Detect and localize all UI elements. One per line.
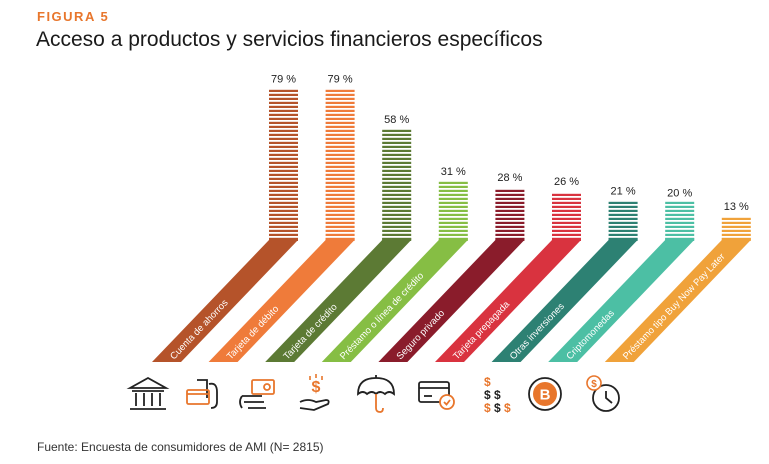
ribbon-1 — [208, 240, 355, 362]
svg-text:$: $ — [312, 379, 321, 396]
ribbon-7 — [548, 240, 695, 362]
ribbon-8 — [604, 240, 751, 362]
ribbon-6 — [491, 240, 638, 362]
value-label-5: 26 % — [554, 176, 579, 188]
ribbon-0 — [152, 240, 298, 362]
bar-0 — [269, 89, 298, 241]
value-label-3: 31 % — [441, 166, 466, 178]
bnpl-clock-icon: $ — [586, 375, 620, 412]
ribbon-4 — [378, 240, 525, 362]
value-label-0: 79 % — [271, 74, 296, 86]
bar-3 — [438, 181, 468, 241]
svg-text:B: B — [540, 387, 551, 404]
bar-5 — [552, 193, 581, 241]
value-label-layer: 79 % 79 % 58 % 31 % 28 % 26 % 21 % 20 % 13 % — [271, 74, 749, 213]
svg-text:$: $ — [484, 388, 491, 402]
value-label-1: 79 % — [328, 74, 353, 86]
bar-6 — [608, 201, 638, 241]
svg-text:$: $ — [504, 401, 511, 415]
value-label-7: 20 % — [667, 187, 692, 199]
bar-2 — [382, 129, 412, 241]
chart-title: Acceso a productos y servicios financier… — [36, 28, 543, 51]
category-label-8: Préstamo tipo Buy Now Pay Later — [621, 251, 727, 362]
credit-card-icon — [239, 379, 275, 409]
source-note: Fuente: Encuesta de consumidores de AMI … — [37, 440, 324, 454]
bar-1 — [325, 89, 355, 241]
svg-text:$: $ — [484, 401, 491, 415]
bar-layer — [269, 89, 751, 241]
category-label-7: Criptomonedas — [564, 308, 617, 362]
svg-text:$: $ — [484, 375, 491, 389]
icon-row: $ $ $ — [126, 374, 620, 415]
prepaid-card-icon — [418, 381, 455, 410]
bank-icon — [126, 376, 170, 410]
bar-4 — [495, 189, 525, 241]
value-label-2: 58 % — [384, 114, 409, 126]
svg-text:$: $ — [591, 379, 597, 390]
value-label-6: 21 % — [611, 185, 636, 197]
ribbon-5 — [435, 240, 581, 362]
ribbon-layer — [152, 240, 751, 362]
investments-icon: $ $ $ $ $ $ — [484, 375, 511, 415]
svg-text:$: $ — [494, 401, 501, 415]
value-label-4: 28 % — [497, 172, 522, 184]
bar-8 — [721, 217, 751, 241]
umbrella-insurance-icon — [357, 375, 395, 413]
bitcoin-icon: B — [528, 377, 562, 411]
category-label-1: Tarjeta de débito — [225, 304, 281, 362]
svg-text:$: $ — [494, 388, 501, 402]
category-label-4: Seguro privado — [395, 308, 447, 362]
figure-label: FIGURA 5 — [37, 9, 110, 24]
debit-card-icon — [186, 379, 218, 409]
ribbon-3 — [321, 240, 468, 362]
bar-7 — [665, 201, 695, 241]
value-label-8: 13 % — [724, 201, 749, 213]
ribbon-2 — [265, 240, 412, 362]
loan-icon: $ — [299, 374, 330, 411]
